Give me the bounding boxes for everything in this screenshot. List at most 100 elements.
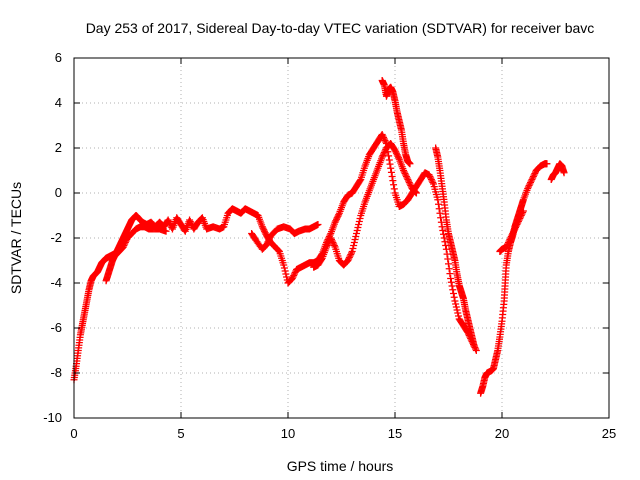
data-point	[406, 180, 414, 188]
series-branch-17-18h	[432, 144, 478, 350]
data-point	[440, 230, 448, 238]
data-point	[265, 236, 273, 244]
data-point	[352, 233, 360, 240]
data-point	[347, 249, 355, 257]
data-point	[259, 224, 267, 232]
y-tick-label: -6	[50, 320, 62, 335]
data-point	[264, 238, 272, 246]
data-point	[290, 270, 298, 278]
data-point	[120, 242, 128, 249]
data-point	[318, 255, 326, 263]
data-point	[349, 245, 357, 252]
data-point	[353, 227, 361, 234]
data-point	[524, 185, 532, 192]
series-main-trace	[70, 131, 480, 384]
data-point	[449, 286, 457, 294]
data-point	[260, 226, 268, 234]
data-point	[327, 234, 335, 242]
data-point	[509, 228, 517, 236]
data-point	[402, 173, 410, 180]
data-point	[391, 146, 399, 154]
data-point	[508, 231, 516, 239]
data-point	[328, 237, 336, 245]
data-point	[405, 179, 413, 186]
data-point	[381, 147, 389, 155]
data-point	[378, 131, 386, 138]
data-point	[333, 214, 341, 222]
data-point	[400, 168, 408, 176]
data-point	[451, 297, 459, 305]
data-point	[502, 243, 510, 251]
data-point	[411, 188, 419, 195]
series-recovery-19-21h	[477, 160, 551, 397]
data-point	[425, 171, 433, 179]
data-point	[379, 132, 387, 140]
data-point	[356, 177, 364, 185]
data-point	[518, 210, 526, 218]
data-point	[263, 239, 271, 247]
data-point	[388, 173, 396, 180]
data-point	[389, 177, 397, 185]
data-point	[350, 242, 358, 249]
x-tick-label: 0	[70, 426, 77, 441]
data-point	[186, 216, 194, 224]
data-point	[514, 219, 522, 227]
data-point	[435, 200, 443, 208]
x-axis-label: GPS time / hours	[287, 458, 394, 474]
data-point	[282, 270, 290, 278]
data-point	[449, 290, 457, 297]
grid-lines	[74, 58, 609, 418]
data-point	[274, 246, 282, 254]
data-point	[444, 255, 452, 263]
data-point	[436, 209, 444, 217]
data-point	[426, 173, 434, 180]
data-point	[355, 221, 363, 228]
data-point	[543, 160, 551, 168]
series-tail-20h	[496, 207, 527, 255]
data-point	[402, 171, 410, 179]
data-point	[165, 218, 173, 225]
x-tick-label: 5	[177, 426, 184, 441]
data-point	[510, 227, 518, 234]
data-point	[513, 221, 521, 228]
series-peak-15h	[378, 77, 414, 168]
data-point	[503, 242, 511, 249]
data-point	[121, 239, 129, 246]
data-point	[387, 164, 395, 172]
data-point	[527, 179, 535, 186]
data-point	[517, 212, 525, 219]
series-branch-11-14h	[310, 140, 420, 271]
data-point	[354, 224, 362, 231]
data-point	[346, 252, 354, 260]
data-point	[380, 150, 388, 158]
data-point	[382, 138, 390, 146]
data-point	[355, 218, 363, 225]
data-point	[352, 230, 360, 237]
data-point	[514, 218, 522, 225]
data-point	[280, 261, 288, 269]
data-point	[406, 160, 414, 168]
data-point	[379, 152, 387, 159]
data-point	[403, 174, 411, 182]
data-point	[390, 181, 398, 189]
data-point	[345, 254, 353, 261]
data-point	[531, 170, 539, 177]
data-point	[348, 248, 356, 255]
series-evening-hump	[248, 221, 322, 253]
data-point	[289, 273, 297, 281]
data-point	[517, 213, 525, 221]
data-point	[530, 171, 538, 179]
data-point	[445, 265, 453, 273]
data-point	[400, 167, 408, 174]
data-point	[380, 134, 388, 141]
data-point	[401, 170, 409, 177]
data-point	[507, 234, 515, 242]
data-point	[526, 180, 534, 188]
data-point	[439, 227, 447, 234]
data-point	[122, 237, 130, 245]
data-point	[356, 215, 364, 222]
data-point	[387, 168, 395, 176]
data-point	[261, 229, 269, 237]
data-point	[443, 250, 451, 258]
